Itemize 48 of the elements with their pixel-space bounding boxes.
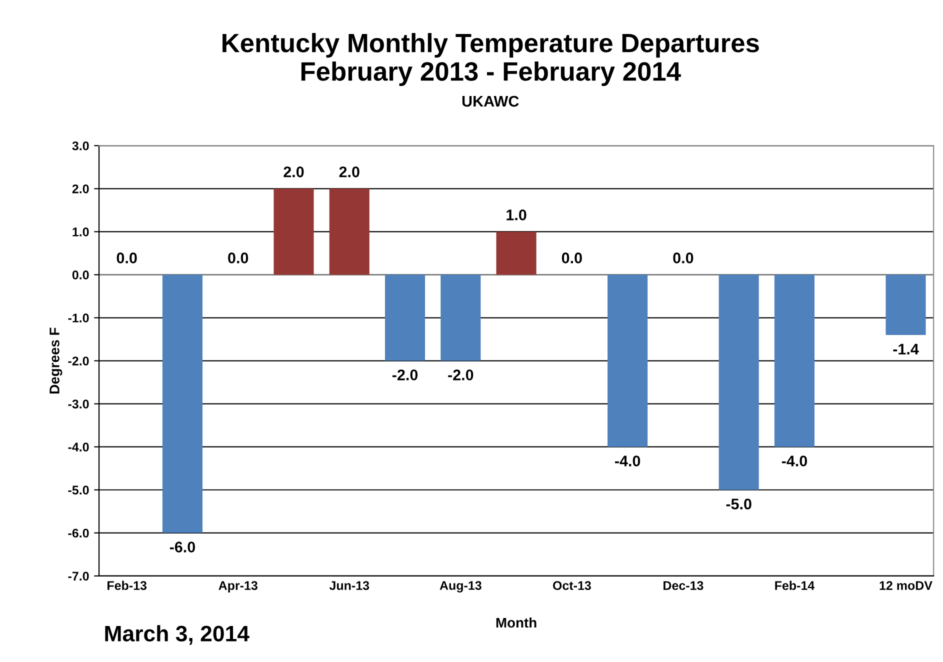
data-label: -4.0 [782,456,808,466]
data-label: 1.0 [506,210,526,220]
y-tick-label: -2.0 [68,356,89,366]
bar [162,274,202,533]
bar [329,188,370,275]
bar [274,188,314,275]
bar [384,274,426,361]
bar [440,274,481,361]
y-tick-label: 2.0 [72,184,89,194]
bar [774,274,815,447]
chart-subtitle: UKAWC [462,96,519,107]
x-tick-label: Oct-13 [552,581,591,590]
data-label: -6.0 [170,542,196,552]
data-label: -1.4 [893,344,919,354]
x-tick-label: Feb-13 [108,580,147,590]
y-tick-label: 1.0 [72,228,89,236]
bar [718,274,759,490]
data-label: -5.0 [726,498,752,510]
data-label: 0.0 [228,252,248,264]
x-tick-label: 12 moDV [880,581,932,590]
x-tick-label: Aug-13 [440,581,482,592]
data-label: 2.0 [339,166,360,178]
data-label: -4.0 [615,456,640,466]
data-label: 0.0 [116,252,137,264]
x-tick-label: Dec-13 [664,581,704,590]
y-tick-label: -3.0 [68,400,89,408]
bar [496,232,536,275]
x-tick-label: Apr-13 [218,581,258,592]
y-tick-label: -1.0 [68,314,89,322]
y-tick-label: -7.0 [68,572,89,581]
chart-title: Kentucky Monthly Temperature Departures February 2013 - February 2014 [222,33,759,86]
x-tick-label: Feb-14 [775,580,815,590]
y-tick-label: 0.0 [72,270,89,280]
text: March 3, 2014 [105,625,250,645]
y-tick-label: -6.0 [68,528,89,538]
y-tick-label: 3.0 [72,141,89,150]
data-label: 2.0 [284,166,304,178]
data-label: -2.0 [448,370,474,380]
bar [608,274,648,447]
x-tick-label: Jun-13 [329,581,370,590]
data-label: 0.0 [562,252,582,264]
x-axis-title: Month [496,617,536,628]
y-tick-label: -4.0 [68,442,89,452]
y-axis-title: Degrees F [50,328,62,394]
y-tick-label: -5.0 [68,486,89,495]
data-label: 0.0 [673,252,694,264]
bar [886,274,926,335]
data-label: -2.0 [392,370,418,380]
